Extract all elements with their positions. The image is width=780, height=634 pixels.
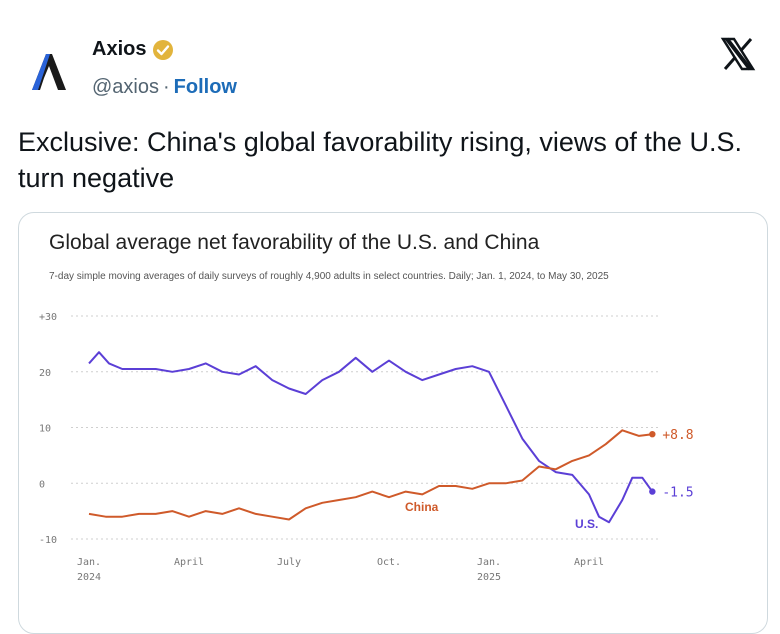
author-name[interactable]: Axios bbox=[92, 38, 147, 60]
chart-card[interactable]: Global average net favorability of the U… bbox=[18, 212, 768, 634]
chart-title: Global average net favorability of the U… bbox=[49, 231, 540, 254]
us-series-label: U.S. bbox=[575, 517, 598, 531]
china-end-value-label: +8.8 bbox=[662, 428, 693, 443]
x-tick-label: April bbox=[174, 557, 204, 568]
y-tick-label: 10 bbox=[39, 424, 51, 435]
y-tick-label: 0 bbox=[39, 479, 45, 490]
china-series-line bbox=[88, 429, 653, 521]
china-series-label: China bbox=[405, 500, 439, 514]
separator: · bbox=[163, 76, 170, 98]
y-tick-label: -10 bbox=[39, 535, 57, 546]
china-end-point bbox=[649, 430, 656, 438]
follow-button[interactable]: Follow bbox=[173, 76, 237, 98]
us-end-value-label: -1.5 bbox=[662, 486, 693, 501]
us-end-point bbox=[649, 488, 656, 495]
author-row: Axios bbox=[92, 38, 174, 61]
x-tick-label: Jan. bbox=[477, 557, 501, 568]
handle-row: @axios · Follow bbox=[92, 76, 237, 99]
x-tick-year: 2024 bbox=[77, 572, 101, 583]
x-tick-label: Jan. bbox=[77, 557, 101, 568]
x-logo-icon[interactable] bbox=[720, 36, 756, 72]
us-series-line bbox=[88, 351, 654, 524]
post-text: Exclusive: China's global favorability r… bbox=[18, 127, 742, 193]
line-chart: +30 20 10 0 -10 Jan. 2024 April July Oct. Jan. 2025… bbox=[39, 312, 694, 583]
axios-logo-icon bbox=[32, 54, 66, 90]
post-header: Axios @axios · Follow bbox=[20, 28, 760, 108]
x-tick-label: July bbox=[277, 557, 301, 568]
axios-logo-avatar[interactable] bbox=[20, 44, 76, 100]
chart-subtitle: 7-day simple moving averages of daily su… bbox=[49, 271, 609, 282]
x-tick-year: 2025 bbox=[477, 572, 501, 583]
verified-badge-icon bbox=[153, 39, 174, 60]
y-tick-label: +30 bbox=[39, 312, 57, 323]
x-tick-label: Oct. bbox=[377, 557, 401, 568]
y-tick-label: 20 bbox=[39, 368, 51, 379]
author-handle[interactable]: @axios bbox=[92, 76, 159, 98]
x-tick-label: April bbox=[574, 557, 604, 568]
